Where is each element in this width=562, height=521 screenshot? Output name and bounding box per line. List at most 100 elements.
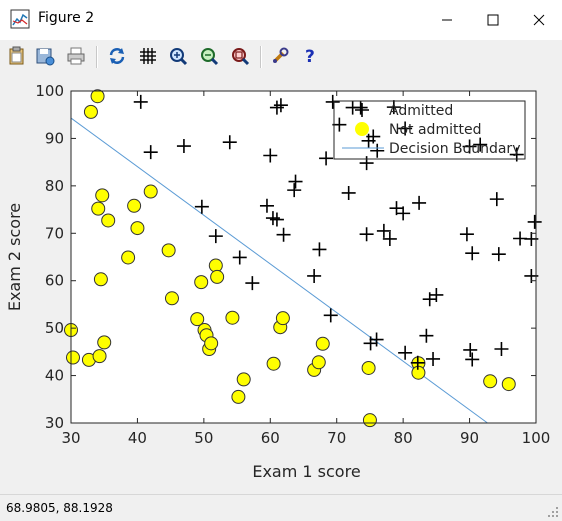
admitted-point [462, 139, 477, 154]
not-admitted-point [210, 269, 225, 284]
admitted-point [353, 100, 368, 115]
admitted-point [419, 328, 434, 343]
x-tick-label: 100 [522, 429, 551, 447]
not-admitted-point [190, 312, 205, 327]
y-tick-label: 50 [45, 319, 64, 337]
admitted-point [259, 198, 274, 213]
admitted-point [465, 352, 480, 367]
admitted-point [370, 143, 385, 158]
not-admitted-point [204, 336, 219, 351]
save-icon [36, 48, 55, 66]
admitted-point [332, 117, 347, 132]
maximize-button[interactable] [470, 0, 516, 40]
close-icon [533, 14, 545, 26]
not-admitted-point [161, 243, 176, 258]
x-axis-label: Exam 1 score [252, 462, 360, 481]
admitted-point [307, 268, 322, 283]
admitted-point [269, 212, 284, 227]
admitted-point [133, 94, 148, 109]
admitted-point [194, 199, 209, 214]
save-button[interactable] [33, 44, 57, 68]
admitted-point [396, 206, 411, 221]
x-tick-label: 30 [61, 429, 80, 447]
zoom-out-icon [201, 48, 219, 66]
not-admitted-point [97, 335, 112, 350]
legend-admitted-marker [355, 103, 369, 117]
refresh-icon [109, 48, 125, 64]
not-admitted-point [315, 336, 330, 351]
admitted-point [287, 183, 302, 198]
settings-button[interactable] [268, 44, 292, 68]
not-admitted-point [311, 355, 326, 370]
zoom-fit-button[interactable] [228, 44, 252, 68]
not-admitted-point [130, 221, 145, 236]
admitted-point [325, 94, 340, 109]
admitted-point [429, 287, 444, 302]
plot-background [71, 91, 536, 423]
admitted-point [494, 342, 509, 357]
admitted-point [366, 129, 381, 144]
not-admitted-point [236, 372, 251, 387]
admitted-point [319, 151, 334, 166]
admitted-point [398, 345, 413, 360]
y-tick-label: 40 [45, 367, 64, 385]
x-tick-label: 60 [261, 429, 280, 447]
admitted-point [369, 332, 384, 347]
zoom-out-button[interactable] [197, 44, 221, 68]
refresh-button[interactable] [105, 44, 129, 68]
admitted-point [263, 148, 278, 163]
not-admitted-point [95, 188, 110, 203]
grid-icon [140, 48, 156, 64]
resize-grip-icon[interactable] [547, 506, 559, 518]
admitted-point [489, 192, 504, 207]
not-admitted-point [91, 201, 106, 216]
admitted-point [273, 98, 288, 113]
admitted-point [312, 242, 327, 257]
not-admitted-point [362, 413, 377, 428]
not-admitted-point [90, 89, 105, 104]
x-tick-label: 40 [128, 429, 147, 447]
legend-box [333, 100, 526, 160]
status-bar: 68.9805, 88.1928 [0, 494, 562, 521]
y-tick-label: 80 [45, 177, 64, 195]
minimize-button[interactable] [424, 0, 470, 40]
grid-button[interactable] [136, 44, 160, 68]
y-tick-label: 60 [45, 272, 64, 290]
admitted-point [398, 121, 413, 136]
not-admitted-point [83, 104, 98, 119]
admitted-point [245, 276, 260, 291]
admitted-point [491, 247, 506, 262]
admitted-point [222, 135, 237, 150]
admitted-point [382, 231, 397, 246]
y-tick-label: 30 [45, 414, 64, 432]
wrench-icon [273, 47, 289, 63]
figure-canvas[interactable]: 30 40 50 60 70 80 90 100 30 40 50 60 70 80 90 100 Exam 1… [0, 75, 562, 494]
help-button[interactable]: ? [298, 44, 322, 68]
help-icon: ? [305, 47, 315, 66]
zoom-in-button[interactable] [166, 44, 190, 68]
y-tick-label: 100 [35, 82, 64, 100]
not-admitted-point [101, 213, 116, 228]
zoom-fit-icon [232, 48, 250, 66]
admitted-point [232, 250, 247, 265]
not-admitted-point [92, 349, 107, 364]
admitted-point [363, 336, 378, 351]
copy-button[interactable] [5, 44, 29, 68]
scatter-chart[interactable]: 30 40 50 60 70 80 90 100 30 40 50 60 70 80 90 100 Exam 1… [0, 75, 562, 494]
not-admitted-point [225, 310, 240, 325]
not-admitted-point [275, 311, 290, 326]
not-admitted-point [194, 275, 209, 290]
zoom-in-icon [170, 48, 188, 66]
not-admitted-point [93, 272, 108, 287]
toolbar-separator [260, 46, 262, 68]
print-button[interactable] [64, 44, 88, 68]
admitted-point [323, 308, 338, 323]
not-admitted-point [361, 360, 376, 375]
y-tick-label: 90 [45, 129, 64, 147]
x-tick-label: 50 [194, 429, 213, 447]
close-button[interactable] [516, 0, 562, 40]
admitted-point [465, 246, 480, 261]
admitted-point [276, 227, 291, 242]
axes-frame [70, 90, 537, 424]
admitted-point [386, 100, 401, 115]
